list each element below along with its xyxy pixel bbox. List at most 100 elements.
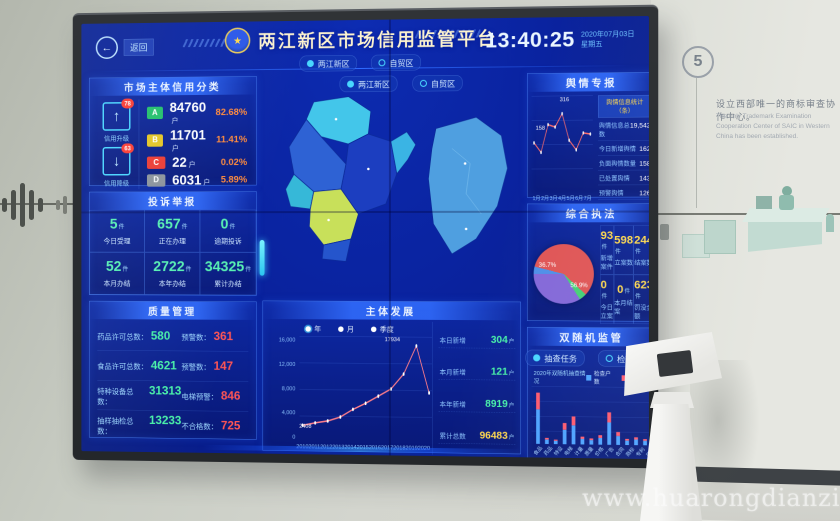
panel-enforcement: 综合执法 36.7% 56.9% 93件 新增案件 (527, 203, 649, 325)
stat-cell: 657件 正在办理 (144, 209, 201, 253)
milestone-text-en: The only Trademark Examination Cooperati… (716, 113, 830, 140)
label: 本年新增 (439, 400, 466, 409)
unit: 件 (245, 265, 252, 273)
unit: 件 (118, 223, 125, 231)
panel-public-opinion: 舆情专报 158 316 1月 2月 3月 4月 5月 6月 7月 (527, 71, 649, 202)
value: 19,542 (630, 121, 649, 130)
radio-dot-icon (533, 354, 541, 362)
radio-dot-icon (338, 326, 344, 332)
number: 244 (634, 233, 649, 246)
soundwave-icon-small (56, 195, 67, 215)
region-map[interactable] (262, 87, 521, 289)
label: 舆情信息总数 (598, 122, 630, 139)
downgrade-count-badge: 63 (121, 143, 134, 154)
map-tab-ftz[interactable]: 自贸区 (412, 74, 463, 92)
downgrade-label: 信用降级 (103, 179, 130, 187)
quality-row: 特种设备总数： 31313 电梯预警： 846 (97, 380, 249, 412)
label: 特种设备总数： (97, 387, 134, 407)
back-button[interactable]: ← 返回 (95, 36, 154, 60)
chart-caption: 2020年双随机抽查情况 (533, 370, 586, 385)
y-axis-ticks: 16,000 12,000 8,000 4,000 0 (278, 336, 296, 441)
panel-header: 主体发展 (262, 301, 521, 321)
first-point-label: 2408 (299, 423, 312, 430)
back-arrow-icon[interactable]: ← (95, 36, 118, 60)
kiosk-screen[interactable] (656, 350, 694, 377)
mural-small-icon (660, 224, 669, 240)
list-item: 已处置舆情 143 (597, 171, 649, 186)
credit-grade-row: D 6031 户 5.89% (146, 172, 251, 188)
panel-header: 双随机监管 (527, 327, 649, 347)
quality-pair: 预警数： 361 (181, 329, 233, 343)
grade-percent: 0.02% (220, 156, 248, 168)
unit: 户 (508, 434, 515, 441)
upgrade-label: 信用升级 (103, 134, 130, 142)
unit: 户 (508, 402, 515, 409)
quality-pair: 药品许可总数： 580 (97, 329, 181, 343)
radio-dot-icon (305, 325, 311, 332)
value: 4621 (150, 358, 177, 373)
arrow-up-icon: ↑ 78 (102, 98, 134, 131)
unit: 件 (181, 223, 188, 231)
stat-value: 5件 (110, 216, 125, 232)
arrow-down-icon: ↓ 63 (102, 143, 134, 176)
credit-downgrade: ↓ 63 信用降级 (102, 143, 134, 187)
number: 96483 (479, 430, 508, 442)
toggle-task[interactable]: 抽查任务 (525, 349, 585, 367)
stat-cell: 0件 逾期投诉 (200, 209, 256, 253)
unit: 件 (635, 293, 641, 300)
left-column: 市场主体信用分类 ↑ 78 信用升级 (89, 76, 257, 454)
toggle-label: 抽查任务 (544, 354, 578, 364)
value: 13233 (148, 413, 182, 428)
screen-frame: ← 返回 ★ 两江新区市场信用监管平台 两江新区 (72, 4, 659, 469)
number: 121 (490, 366, 508, 378)
tab-ftz[interactable]: 自贸区 (370, 54, 421, 71)
panel-header: 质量管理 (89, 301, 256, 320)
legend-month[interactable]: 月 (338, 324, 354, 334)
yuqing-body: 158 316 1月 2月 3月 4月 5月 6月 7月 舆情信息统计（条） 舆情信息总数 1… (528, 91, 649, 205)
tab-liangjiang[interactable]: 两江新区 (299, 55, 358, 72)
quality-row: 食品许可总数： 4621 预警数： 147 (97, 350, 249, 382)
stat-label: 本月办结 (103, 279, 131, 288)
value: 304户 (491, 334, 515, 346)
number: 0 (617, 282, 624, 296)
value: 34325 (204, 258, 245, 275)
stat-cell: 598 件 立案数 (613, 225, 634, 275)
legend-label: 月 (346, 324, 354, 333)
value: 147 (213, 359, 234, 373)
quality-pair: 电梯预警： 846 (181, 389, 240, 403)
number: 598 (614, 233, 634, 246)
legend-checked: 检查户数 (586, 369, 614, 385)
glow-scroll-indicator[interactable] (259, 239, 265, 276)
unit: 件 (601, 293, 608, 300)
radio-dot-icon (378, 59, 386, 67)
milestone-connector-line (696, 78, 697, 208)
grade-percent: 11.41% (216, 134, 248, 145)
value: 5 (109, 216, 118, 233)
mural-person-head (782, 186, 792, 196)
clock-week-line: 星期五 (580, 39, 603, 48)
stat-cell: 2722件 本年办结 (144, 252, 201, 295)
credit-grade-rows: A 84760户 82.68% B 11701户 11.41% (138, 98, 252, 190)
mural-box (704, 220, 736, 254)
arrow-glyph: ↑ (112, 107, 121, 125)
label: 立案数 (614, 259, 633, 267)
radio-dot-icon (347, 80, 355, 88)
unit: 件 (229, 223, 236, 231)
panel-title: 质量管理 (148, 306, 197, 318)
watermark: www.huarongdianzi.com (582, 484, 840, 512)
back-label[interactable]: 返回 (123, 38, 154, 56)
radio-dot-icon (370, 326, 377, 332)
value: 31313 (148, 383, 182, 398)
stat-cell: 5件 今日受理 (89, 209, 145, 253)
quality-pair: 特种设备总数： 31313 (97, 383, 181, 407)
legend-year[interactable]: 年 (305, 324, 321, 334)
value: 143 (639, 174, 649, 183)
label: 新增案件 (600, 254, 613, 271)
map-tabs: 两江新区 自贸区 (339, 74, 463, 93)
platform-emblem-icon: ★ (224, 27, 251, 54)
count-value: 6031 (172, 172, 202, 188)
number: 93 (600, 228, 614, 242)
unit: 件 (624, 288, 631, 295)
region-map-area: 两江新区 自贸区 (259, 73, 521, 295)
stat-cell: 34325件 累计办结 (200, 252, 256, 296)
